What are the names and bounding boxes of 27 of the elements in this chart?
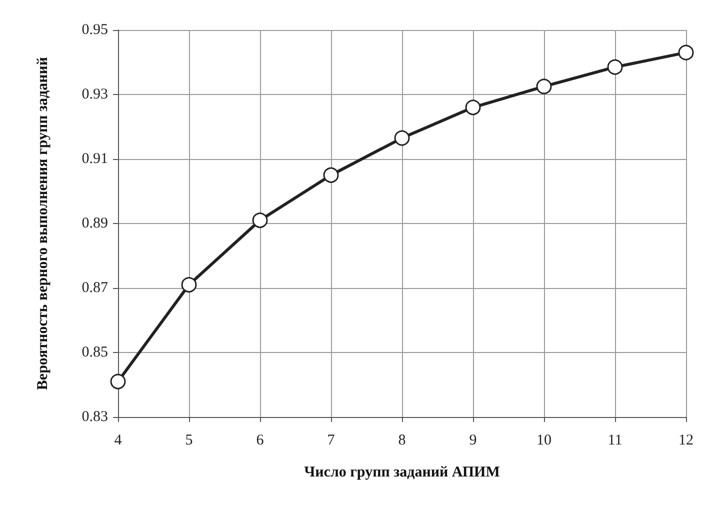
x-tick-label: 9 [469,432,477,448]
x-tick-label: 6 [256,432,264,448]
point [323,167,339,183]
x-tick-label: 12 [678,432,694,448]
x-axis-title: Число групп заданий АПИМ [304,464,500,480]
y-tick-label: 0.89 [82,216,108,232]
y-tick-label: 0.83 [82,409,108,425]
x-tick-label: 7 [327,432,336,448]
y-tick-label: 0.95 [82,22,108,38]
point [110,374,126,390]
point [252,212,268,228]
point [181,277,197,293]
x-tick-label: 4 [114,432,122,448]
x-tick-label: 10 [536,432,552,448]
x-tick-label: 5 [185,432,193,448]
y-tick-label: 0.87 [82,280,108,296]
y-tick-label: 0.93 [82,86,108,102]
point [678,44,694,60]
point [607,59,623,75]
y-tick-label: 0.91 [82,151,108,167]
y-axis-title: Вероятность верного выполнения групп заданий [35,56,51,390]
point [394,130,410,146]
point [465,100,481,116]
x-tick-label: 8 [398,432,406,448]
x-tick-label: 11 [608,432,622,448]
y-tick-label: 0.85 [82,344,108,360]
point [536,78,552,94]
